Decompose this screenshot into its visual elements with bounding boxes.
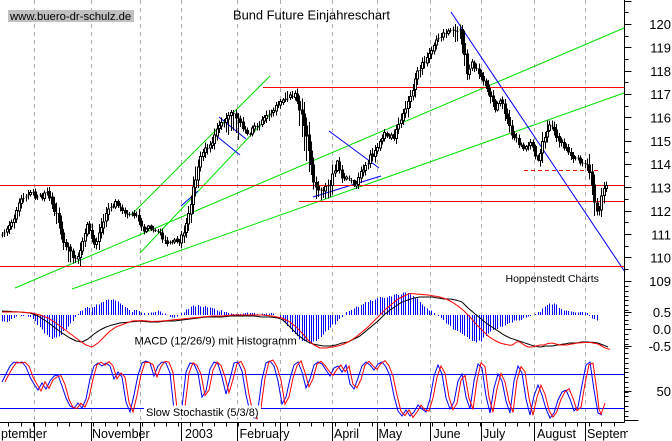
svg-text:MACD (12/26/9) mit Histogramm: MACD (12/26/9) mit Histogramm <box>135 336 297 348</box>
svg-text:April: April <box>334 427 359 441</box>
svg-text:Bund Future Einjahreschart: Bund Future Einjahreschart <box>233 8 390 23</box>
svg-text:June: June <box>434 427 461 441</box>
svg-text:109: 109 <box>649 274 671 289</box>
svg-text:August: August <box>537 427 576 441</box>
svg-text:0.5: 0.5 <box>653 305 671 320</box>
svg-text:July: July <box>483 427 506 441</box>
svg-text:114: 114 <box>650 157 671 172</box>
svg-text:November: November <box>92 427 150 441</box>
svg-text:111: 111 <box>651 227 671 242</box>
svg-text:115: 115 <box>650 134 671 149</box>
svg-text:113: 113 <box>650 181 671 196</box>
svg-text:0.0: 0.0 <box>653 322 671 337</box>
svg-text:ptember: ptember <box>1 427 47 441</box>
svg-text:118: 118 <box>650 64 671 79</box>
svg-text:-0.5: -0.5 <box>649 339 671 354</box>
svg-text:50: 50 <box>657 384 671 399</box>
svg-text:February: February <box>240 427 291 441</box>
svg-text:112: 112 <box>650 204 671 219</box>
svg-text:Septem: Septem <box>587 427 630 441</box>
svg-text:110: 110 <box>650 251 671 266</box>
svg-text:2003: 2003 <box>185 427 213 441</box>
svg-text:117: 117 <box>650 87 671 102</box>
svg-text:May: May <box>379 427 403 441</box>
svg-text:Slow Stochastik (5/3/8): Slow Stochastik (5/3/8) <box>146 407 259 419</box>
svg-text:120: 120 <box>649 17 671 32</box>
svg-text:116: 116 <box>650 111 671 126</box>
svg-text:119: 119 <box>650 41 671 56</box>
svg-text:Hoppenstedt Charts: Hoppenstedt Charts <box>506 273 599 285</box>
svg-text:www.buero-dr-schulz.de: www.buero-dr-schulz.de <box>9 11 131 23</box>
